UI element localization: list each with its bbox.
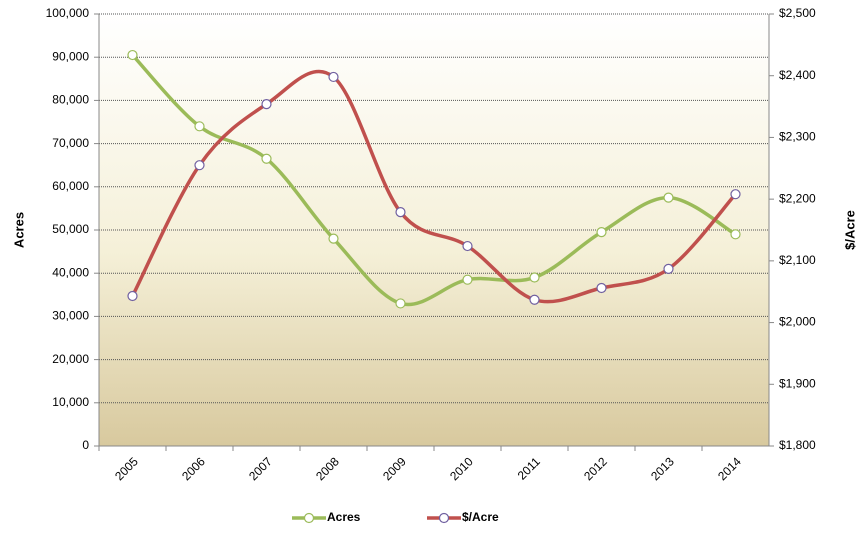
point bbox=[261, 153, 272, 164]
legend-label: Acres bbox=[327, 510, 361, 524]
x-tick-label: 2010 bbox=[447, 454, 476, 483]
y2-tick-label: $2,100 bbox=[779, 253, 816, 267]
y-tick-label: 90,000 bbox=[52, 49, 89, 63]
point bbox=[596, 282, 607, 294]
point bbox=[596, 227, 607, 238]
legend-marker bbox=[303, 512, 315, 524]
point bbox=[328, 71, 339, 83]
point bbox=[127, 290, 138, 302]
y2-tick-label: $2,000 bbox=[779, 315, 816, 329]
y2-tick-label: $2,400 bbox=[779, 68, 816, 82]
y-axis-title: Acres bbox=[11, 212, 26, 248]
x-tick-label: 2013 bbox=[648, 454, 677, 483]
legend-label: $/Acre bbox=[462, 510, 499, 524]
y2-tick-label: $1,800 bbox=[779, 438, 816, 452]
x-tick-label: 2005 bbox=[112, 454, 141, 483]
y-tick-label: 0 bbox=[82, 438, 89, 452]
x-tick-label: 2009 bbox=[380, 454, 409, 483]
x-tick-label: 2012 bbox=[581, 454, 610, 483]
series-line bbox=[130, 69, 737, 304]
point bbox=[328, 233, 339, 244]
y2-tick-label: $2,500 bbox=[779, 6, 816, 20]
y-tick-label: 40,000 bbox=[52, 265, 89, 279]
point bbox=[663, 263, 674, 274]
y-tick-label: 20,000 bbox=[52, 352, 89, 366]
series-line bbox=[131, 53, 737, 307]
point bbox=[462, 274, 473, 285]
point bbox=[462, 240, 473, 252]
point bbox=[261, 99, 272, 110]
y2-tick-label: $2,200 bbox=[779, 191, 816, 205]
x-tick-label: 2008 bbox=[313, 454, 342, 483]
y2-tick-label: $1,900 bbox=[779, 376, 816, 390]
y2-tick-label: $2,300 bbox=[779, 130, 816, 144]
x-tick-label: 2006 bbox=[179, 454, 208, 483]
point bbox=[730, 189, 741, 200]
y-tick-label: 30,000 bbox=[52, 309, 89, 323]
point bbox=[194, 121, 205, 132]
point bbox=[730, 229, 741, 240]
point bbox=[529, 272, 540, 283]
x-tick-label: 2007 bbox=[246, 454, 275, 483]
y-tick-label: 100,000 bbox=[46, 6, 90, 20]
y-tick-label: 10,000 bbox=[52, 395, 89, 409]
legend-marker bbox=[438, 512, 450, 524]
point bbox=[194, 160, 205, 171]
x-tick-label: 2011 bbox=[515, 454, 543, 482]
point bbox=[127, 49, 138, 61]
y-tick-label: 70,000 bbox=[52, 136, 89, 150]
point bbox=[395, 207, 406, 218]
y-tick-label: 80,000 bbox=[52, 93, 89, 107]
x-tick-label: 2014 bbox=[715, 454, 744, 483]
point bbox=[663, 192, 674, 203]
point bbox=[395, 298, 406, 309]
point bbox=[529, 294, 540, 305]
y-tick-label: 50,000 bbox=[52, 222, 89, 236]
y2-axis-title: $/Acre bbox=[842, 210, 857, 250]
y-tick-label: 60,000 bbox=[52, 179, 89, 193]
